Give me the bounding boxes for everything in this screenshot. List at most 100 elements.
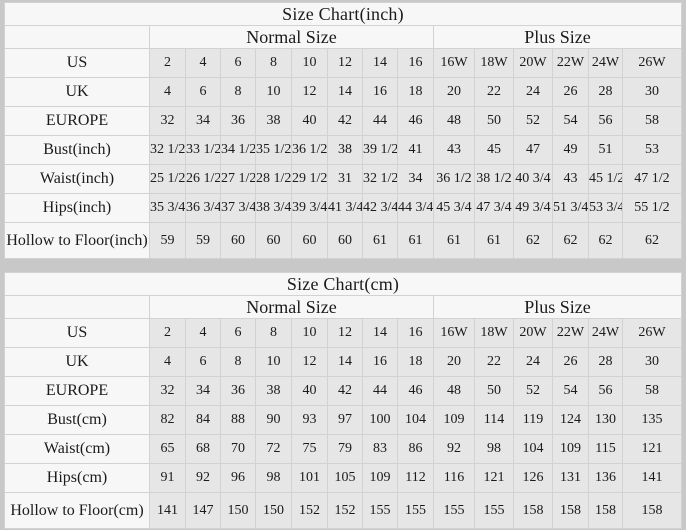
size-value-cell: 8: [255, 48, 292, 78]
table-row: EUROPE 32 34 36 38 40 42 44 46 48 50 52 54 56 58: [4, 376, 682, 406]
size-value-cell: 28: [588, 77, 623, 107]
size-value-cell: 98: [255, 463, 292, 493]
size-value-cell: 34 1/2: [220, 135, 256, 165]
size-value-cell: 47: [513, 135, 553, 165]
row-label: UK: [4, 77, 150, 107]
table-title: Size Chart(cm): [4, 272, 682, 296]
size-value-cell: 41: [397, 135, 434, 165]
size-value-cell: 155: [362, 492, 398, 529]
size-value-cell: 40: [291, 376, 328, 406]
size-value-cell: 70: [220, 434, 256, 464]
size-value-cell: 4: [185, 318, 221, 348]
size-value-cell: 18W: [474, 48, 514, 78]
size-value-cell: 45 3/4: [433, 193, 475, 223]
size-value-cell: 43: [433, 135, 475, 165]
size-value-cell: 36 3/4: [185, 193, 221, 223]
size-value-cell: 14: [327, 77, 363, 107]
size-value-cell: 152: [327, 492, 363, 529]
size-value-cell: 8: [220, 347, 256, 377]
size-value-cell: 86: [397, 434, 434, 464]
size-value-cell: 114: [474, 405, 514, 435]
size-value-cell: 44: [362, 376, 398, 406]
size-value-cell: 141: [149, 492, 186, 529]
row-label: UK: [4, 347, 150, 377]
size-value-cell: 53: [622, 135, 682, 165]
size-value-cell: 10: [255, 347, 292, 377]
size-value-cell: 41 3/4: [327, 193, 363, 223]
size-value-cell: 68: [185, 434, 221, 464]
size-value-cell: 26: [552, 77, 589, 107]
size-value-cell: 150: [220, 492, 256, 529]
size-value-cell: 38: [255, 106, 292, 136]
size-value-cell: 130: [588, 405, 623, 435]
table-title-row: Size Chart(cm): [4, 272, 682, 296]
size-value-cell: 25 1/2: [149, 164, 186, 194]
size-value-cell: 30: [622, 77, 682, 107]
normal-size-header: Normal Size: [149, 295, 434, 319]
size-value-cell: 59: [149, 222, 186, 259]
size-value-cell: 96: [220, 463, 256, 493]
size-value-cell: 6: [185, 347, 221, 377]
size-value-cell: 24W: [588, 318, 623, 348]
size-value-cell: 155: [397, 492, 434, 529]
size-value-cell: 12: [327, 48, 363, 78]
size-value-cell: 46: [397, 376, 434, 406]
size-value-cell: 124: [552, 405, 589, 435]
size-value-cell: 53 3/4: [588, 193, 623, 223]
size-value-cell: 54: [552, 376, 589, 406]
size-value-cell: 121: [474, 463, 514, 493]
size-value-cell: 31: [327, 164, 363, 194]
size-value-cell: 72: [255, 434, 292, 464]
size-value-cell: 97: [327, 405, 363, 435]
size-value-cell: 22W: [552, 48, 589, 78]
table-row: Bust(cm) 82 84 88 90 93 97 100 104 109 114 119 124 13…: [4, 405, 682, 435]
table-row: Hollow to Floor(cm) 141 147 150 150 152 152 155…: [4, 492, 682, 529]
size-value-cell: 92: [185, 463, 221, 493]
size-value-cell: 62: [588, 222, 623, 259]
size-value-cell: 104: [397, 405, 434, 435]
size-value-cell: 60: [255, 222, 292, 259]
size-value-cell: 39 3/4: [291, 193, 328, 223]
size-chart-table: Size Chart(cm) Normal Size Plus Size US 2 4 6 8…: [4, 272, 682, 529]
size-value-cell: 43: [552, 164, 589, 194]
size-value-cell: 39 1/2: [362, 135, 398, 165]
size-value-cell: 47 1/2: [622, 164, 682, 194]
size-value-cell: 135: [622, 405, 682, 435]
size-value-cell: 38 3/4: [255, 193, 292, 223]
size-value-cell: 55 1/2: [622, 193, 682, 223]
size-value-cell: 84: [185, 405, 221, 435]
size-value-cell: 136: [588, 463, 623, 493]
size-value-cell: 4: [185, 48, 221, 78]
size-value-cell: 60: [291, 222, 328, 259]
size-value-cell: 34: [185, 106, 221, 136]
row-label: Waist(inch): [4, 164, 150, 194]
size-value-cell: 16: [362, 347, 398, 377]
row-label: US: [4, 318, 150, 348]
size-value-cell: 14: [362, 48, 398, 78]
table-row: UK 4 6 8 10 12 14 16 18 20 22 24 26 28 30: [4, 77, 682, 107]
size-value-cell: 10: [291, 318, 328, 348]
size-value-cell: 24: [513, 347, 553, 377]
size-value-cell: 92: [433, 434, 475, 464]
size-value-cell: 45: [474, 135, 514, 165]
plus-size-header: Plus Size: [433, 25, 682, 49]
size-value-cell: 62: [513, 222, 553, 259]
size-chart-inch: Size Chart(inch) Normal Size Plus Size US 2 4…: [4, 2, 682, 259]
size-value-cell: 32 1/2: [362, 164, 398, 194]
size-value-cell: 112: [397, 463, 434, 493]
size-value-cell: 20W: [513, 48, 553, 78]
size-value-cell: 2: [149, 48, 186, 78]
size-value-cell: 49: [552, 135, 589, 165]
size-value-cell: 60: [220, 222, 256, 259]
size-value-cell: 16: [397, 48, 434, 78]
size-value-cell: 6: [220, 318, 256, 348]
size-value-cell: 50: [474, 106, 514, 136]
size-value-cell: 22: [474, 347, 514, 377]
size-value-cell: 88: [220, 405, 256, 435]
size-value-cell: 6: [220, 48, 256, 78]
table-row: UK 4 6 8 10 12 14 16 18 20 22 24 26 28 30: [4, 347, 682, 377]
size-value-cell: 16: [362, 77, 398, 107]
size-value-cell: 83: [362, 434, 398, 464]
size-value-cell: 48: [433, 106, 475, 136]
